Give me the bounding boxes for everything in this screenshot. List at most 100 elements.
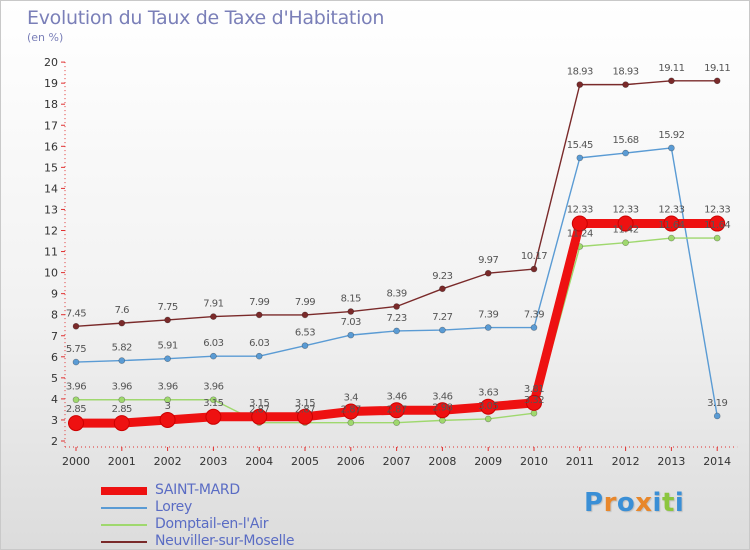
data-point-saint-mard bbox=[480, 398, 497, 415]
data-label-lorey: 15.68 bbox=[613, 135, 639, 146]
data-label-domptail-en-l-air: 2.87 bbox=[341, 405, 361, 416]
series-line-lorey bbox=[75, 147, 718, 417]
y-tick-label: 5 bbox=[51, 372, 58, 385]
data-point-neuviller-sur-moselle bbox=[393, 303, 400, 310]
data-label-lorey: 7.27 bbox=[432, 312, 452, 323]
y-tick-label: 16 bbox=[44, 140, 58, 153]
data-point-neuviller-sur-moselle bbox=[668, 77, 675, 85]
data-label-saint-mard: 2.85 bbox=[112, 404, 132, 415]
data-point-lorey bbox=[439, 326, 446, 334]
legend-label: Lorey bbox=[155, 499, 192, 515]
data-label-saint-mard: 3.15 bbox=[203, 398, 223, 409]
data-label-neuviller-sur-moselle: 19.11 bbox=[658, 63, 684, 74]
x-tick-label: 2012 bbox=[612, 455, 640, 468]
data-point-saint-mard bbox=[388, 402, 405, 419]
legend-label: SAINT-MARD bbox=[155, 482, 240, 498]
data-label-domptail-en-l-air: 11.24 bbox=[567, 228, 593, 239]
data-point-neuviller-sur-moselle bbox=[713, 77, 721, 85]
data-point-lorey bbox=[576, 154, 584, 162]
data-label-saint-mard: 12.33 bbox=[567, 205, 593, 216]
y-tick-label: 4 bbox=[51, 393, 58, 406]
data-label-saint-mard: 2.85 bbox=[66, 404, 86, 415]
data-label-neuviller-sur-moselle: 7.6 bbox=[115, 305, 130, 316]
data-label-saint-mard: 3 bbox=[165, 401, 171, 412]
legend-swatch bbox=[101, 541, 147, 543]
data-label-neuviller-sur-moselle: 7.91 bbox=[203, 299, 223, 310]
data-label-lorey: 3.19 bbox=[707, 398, 727, 409]
data-point-domptail-en-l-air bbox=[530, 409, 538, 417]
data-label-domptail-en-l-air: 3.05 bbox=[478, 401, 498, 412]
logo-letter: x bbox=[635, 488, 653, 518]
data-point-lorey bbox=[347, 331, 355, 339]
data-label-domptail-en-l-air: 3.96 bbox=[203, 382, 223, 393]
data-point-lorey bbox=[484, 324, 492, 331]
proxiti-logo: Proxiti bbox=[584, 488, 684, 518]
legend-swatch bbox=[101, 524, 147, 526]
data-label-lorey: 6.53 bbox=[295, 328, 315, 339]
y-tick-label: 6 bbox=[51, 351, 58, 364]
data-point-saint-mard bbox=[342, 403, 359, 420]
y-tick-label: 12 bbox=[44, 225, 58, 238]
data-point-lorey bbox=[72, 358, 80, 366]
data-point-domptail-en-l-air bbox=[118, 396, 126, 404]
data-point-neuviller-sur-moselle bbox=[255, 311, 263, 319]
line-chart: 2 3 4 5 6 7 8 9 10 11 12 13 14 15 16 17 18 19 20 2000 2001 20… bbox=[44, 56, 738, 468]
data-label-saint-mard: 12.33 bbox=[704, 205, 730, 216]
data-point-domptail-en-l-air bbox=[622, 239, 629, 247]
data-label-saint-mard: 3.81 bbox=[524, 384, 544, 395]
data-point-neuviller-sur-moselle bbox=[484, 269, 492, 277]
data-point-saint-mard bbox=[159, 411, 176, 428]
data-label-domptail-en-l-air: 2.87 bbox=[386, 405, 406, 416]
logo-letter: i bbox=[652, 488, 662, 518]
data-point-saint-mard bbox=[251, 408, 268, 425]
data-label-neuviller-sur-moselle: 7.75 bbox=[157, 302, 177, 313]
data-point-domptail-en-l-air bbox=[713, 234, 721, 242]
y-tick-label: 19 bbox=[44, 77, 58, 90]
logo-letter: t bbox=[661, 488, 675, 518]
data-label-lorey: 5.91 bbox=[157, 341, 177, 352]
data-label-neuviller-sur-moselle: 7.99 bbox=[295, 297, 315, 308]
data-point-neuviller-sur-moselle bbox=[72, 322, 80, 330]
data-label-saint-mard: 3.4 bbox=[344, 393, 359, 404]
y-tick-label: 13 bbox=[44, 203, 58, 216]
data-point-lorey bbox=[393, 327, 400, 335]
data-label-neuviller-sur-moselle: 19.11 bbox=[704, 63, 730, 74]
data-label-lorey: 7.39 bbox=[478, 310, 498, 321]
y-tick-label: 18 bbox=[44, 98, 58, 111]
x-tick-label: 2000 bbox=[62, 455, 90, 468]
data-point-neuviller-sur-moselle bbox=[347, 308, 355, 315]
y-tick-label: 15 bbox=[44, 161, 58, 174]
data-label-domptail-en-l-air: 3.96 bbox=[112, 382, 132, 393]
data-label-neuviller-sur-moselle: 18.93 bbox=[613, 67, 639, 78]
x-tick-label: 2011 bbox=[566, 455, 594, 468]
data-label-lorey: 15.92 bbox=[658, 130, 684, 141]
chart-title: Evolution du Taux de Taxe d'Habitation bbox=[27, 7, 385, 29]
data-label-neuviller-sur-moselle: 9.23 bbox=[432, 271, 452, 282]
legend-swatch bbox=[101, 487, 147, 495]
data-label-lorey: 7.23 bbox=[386, 313, 406, 324]
y-tick-label: 2 bbox=[51, 435, 58, 448]
data-point-neuviller-sur-moselle bbox=[301, 311, 309, 319]
data-label-lorey: 7.03 bbox=[341, 317, 361, 328]
data-point-saint-mard bbox=[617, 215, 634, 232]
data-label-lorey: 6.03 bbox=[203, 338, 223, 349]
data-label-domptail-en-l-air: 2.87 bbox=[295, 405, 315, 416]
data-label-saint-mard: 3.15 bbox=[249, 398, 269, 409]
data-point-lorey bbox=[301, 342, 309, 349]
data-label-neuviller-sur-moselle: 18.93 bbox=[567, 67, 593, 78]
data-label-lorey: 15.45 bbox=[567, 140, 593, 151]
legend-label: Neuviller-sur-Moselle bbox=[155, 533, 295, 549]
data-point-domptail-en-l-air bbox=[668, 234, 675, 242]
data-point-neuviller-sur-moselle bbox=[210, 313, 217, 320]
data-point-domptail-en-l-air bbox=[393, 419, 400, 426]
data-label-saint-mard: 3.63 bbox=[478, 388, 498, 399]
y-tick-label: 9 bbox=[51, 288, 58, 301]
y-tick-label: 7 bbox=[51, 330, 58, 343]
x-tick-label: 2004 bbox=[245, 455, 273, 468]
logo-letter: o bbox=[616, 488, 636, 518]
data-point-lorey bbox=[668, 144, 675, 152]
chart-series bbox=[68, 77, 726, 432]
data-point-saint-mard bbox=[113, 415, 130, 432]
data-point-saint-mard bbox=[205, 408, 222, 425]
